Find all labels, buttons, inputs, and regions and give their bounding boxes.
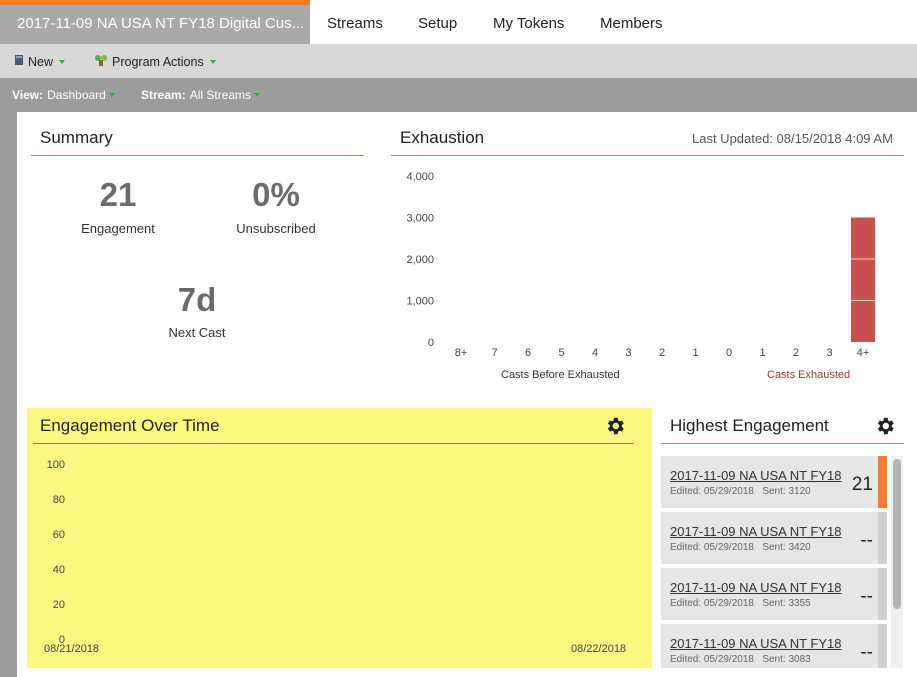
highest-engagement-divider [661, 443, 904, 444]
new-label: New [28, 54, 54, 69]
engagement-score: -- [860, 642, 873, 663]
chevron-down-icon [254, 93, 261, 97]
unsubscribed-label: Unsubscribed [236, 221, 316, 236]
highest-engagement-title: Highest Engagement [670, 416, 829, 435]
x-tick-label: 5 [558, 347, 564, 359]
list-item[interactable]: 2017-11-09 NA USA NT FY18 Edited: 05/29/… [661, 568, 887, 620]
engagement-settings-gear-icon[interactable] [604, 415, 626, 442]
engagement-label: Engagement [81, 221, 155, 236]
y-tick-label: 100 [47, 459, 65, 471]
engagement-over-time-title: Engagement Over Time [40, 416, 220, 435]
y-tick-label: 60 [53, 529, 65, 541]
top-tab-bar: 2017-11-09 NA USA NT FY18 Digital Cus...… [0, 0, 917, 44]
view-selector[interactable]: View: Dashboard [12, 88, 115, 102]
x-tick-label: 1 [759, 347, 765, 359]
x-tick-label: 4+ [857, 347, 870, 359]
engagement-bar [878, 568, 887, 620]
x-tick-label: 2 [793, 347, 799, 359]
y-tick-label: 40 [53, 564, 65, 576]
program-meta: Edited: 05/29/2018 Sent: 3120 [670, 486, 811, 497]
left-gutter [0, 112, 17, 677]
tab-streams[interactable]: Streams [327, 15, 383, 32]
y-tick-label: 0 [59, 634, 65, 646]
summary-divider [31, 155, 364, 156]
unsubscribed-value: 0% [252, 176, 300, 213]
x-tick-label: 2 [659, 347, 665, 359]
exhaustion-chart: 4,000 3,000 2,000 1,000 0 8+ 7 6 5 4 3 2 1 0 1 2 3 4+ [406, 171, 875, 359]
tab-setup[interactable]: Setup [418, 15, 458, 32]
program-link[interactable]: 2017-11-09 NA USA NT FY18 [670, 636, 842, 651]
engagement-divider [33, 443, 634, 444]
x-tick-label: 0 [726, 347, 732, 359]
x-tick-label: 1 [692, 347, 698, 359]
view-key: View: [12, 88, 44, 102]
toolbar: New Program Actions [0, 44, 917, 78]
program-actions-button[interactable]: Program Actions [94, 54, 216, 70]
casts-before-exhausted-label: Casts Before Exhausted [501, 369, 620, 381]
engagement-over-time-chart: 100 80 60 40 20 0 [47, 459, 65, 646]
exhaustion-divider [391, 155, 904, 156]
program-link[interactable]: 2017-11-09 NA USA NT FY18 [670, 468, 842, 483]
program-actions-label: Program Actions [112, 55, 204, 69]
y-tick-label: 4,000 [406, 171, 434, 183]
stream-key: Stream: [141, 88, 186, 102]
chevron-down-icon [59, 59, 66, 64]
tab-members[interactable]: Members [600, 15, 663, 32]
y-tick-label: 80 [53, 494, 65, 506]
engagement-bar [878, 624, 887, 668]
stream-selector[interactable]: Stream: All Streams [141, 88, 261, 102]
exhaustion-title: Exhaustion [400, 128, 485, 147]
summary-title: Summary [40, 128, 113, 147]
scrollbar-thumb[interactable] [893, 459, 901, 609]
x-axis-start-label: 08/21/2018 [44, 643, 100, 655]
x-tick-label: 3 [625, 347, 631, 359]
exhaustion-bar[interactable] [851, 217, 875, 343]
program-meta: Edited: 05/29/2018 Sent: 3420 [670, 542, 811, 553]
tab-program[interactable]: 2017-11-09 NA USA NT FY18 Digital Cus... [0, 0, 310, 44]
new-menu-button[interactable]: New [14, 54, 66, 69]
chevron-down-icon [108, 93, 115, 97]
program-meta: Edited: 05/29/2018 Sent: 3355 [670, 598, 811, 609]
x-tick-label: 7 [491, 347, 497, 359]
x-tick-label: 8+ [455, 347, 468, 359]
engagement-score: -- [860, 530, 873, 551]
new-document-icon [14, 54, 24, 69]
last-updated: Last Updated: 08/15/2018 4:09 AM [692, 131, 893, 146]
y-tick-label: 20 [53, 599, 65, 611]
engagement-over-time-panel [27, 408, 652, 668]
x-tick-label: 6 [525, 347, 531, 359]
y-tick-label: 1,000 [406, 296, 434, 308]
y-tick-label: 3,000 [406, 213, 434, 225]
engagement-score: 21 [851, 474, 873, 495]
program-link[interactable]: 2017-11-09 NA USA NT FY18 [670, 580, 842, 595]
tab-my-tokens[interactable]: My Tokens [493, 15, 565, 32]
list-item[interactable]: 2017-11-09 NA USA NT FY18 Edited: 05/29/… [661, 456, 887, 508]
list-item[interactable]: 2017-11-09 NA USA NT FY18 Edited: 05/29/… [661, 512, 887, 564]
program-link[interactable]: 2017-11-09 NA USA NT FY18 [670, 524, 842, 539]
x-tick-label: 4 [592, 347, 598, 359]
casts-exhausted-label: Casts Exhausted [767, 369, 851, 381]
list-item[interactable]: 2017-11-09 NA USA NT FY18 Edited: 05/29/… [661, 624, 887, 668]
engagement-score: -- [860, 586, 873, 607]
x-tick-label: 3 [826, 347, 832, 359]
view-bar: View: Dashboard Stream: All Streams [0, 78, 917, 112]
y-tick-label: 0 [428, 337, 434, 349]
next-cast-value: 7d [177, 281, 217, 318]
y-tick-label: 2,000 [406, 254, 434, 266]
program-meta: Edited: 05/29/2018 Sent: 3083 [670, 654, 811, 665]
x-axis-end-label: 08/22/2018 [571, 643, 627, 655]
engagement-value: 21 [99, 176, 137, 213]
program-actions-icon [94, 54, 108, 70]
highest-engagement-settings-gear-icon[interactable] [874, 415, 896, 442]
engagement-bar [878, 512, 887, 564]
stream-value: All Streams [189, 88, 252, 102]
view-value: Dashboard [47, 88, 106, 102]
scrollbar-track[interactable] [891, 456, 903, 668]
engagement-bar [878, 456, 887, 508]
chevron-down-icon [209, 60, 216, 64]
next-cast-label: Next Cast [168, 325, 226, 340]
